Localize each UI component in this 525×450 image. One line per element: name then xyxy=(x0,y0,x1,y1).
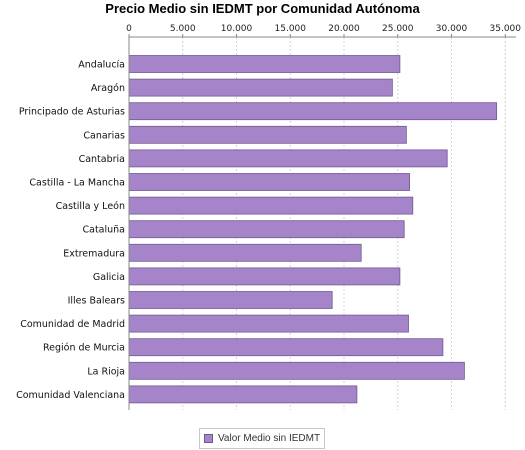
bar xyxy=(129,150,447,167)
legend: Valor Medio sin IEDMT xyxy=(199,428,325,449)
x-tick-label: 15.000 xyxy=(275,24,307,34)
legend-swatch xyxy=(204,434,213,443)
x-axis: 0 5.000 10.000 15.000 20.000 25.000 30.000 35.0… xyxy=(126,24,521,37)
category-label: Castilla y León xyxy=(56,201,125,212)
bar xyxy=(129,315,409,332)
category-label: Aragón xyxy=(91,83,125,94)
bar xyxy=(129,126,406,143)
x-tick-label: 10.000 xyxy=(221,24,253,34)
bar xyxy=(129,339,443,356)
category-label: La Rioja xyxy=(87,366,125,377)
bar xyxy=(129,221,404,238)
bar xyxy=(129,292,332,309)
category-label: Región de Murcia xyxy=(43,343,125,354)
bar xyxy=(129,362,464,379)
category-label: Cataluña xyxy=(82,225,125,236)
category-label: Galicia xyxy=(93,272,125,283)
bar xyxy=(129,103,497,120)
bar xyxy=(129,386,357,403)
x-tick-label: 0 xyxy=(126,24,132,34)
category-label: Extremadura xyxy=(63,248,125,259)
bar xyxy=(129,56,400,73)
x-tick-label: 25.000 xyxy=(382,24,414,34)
x-tick-label: 35.000 xyxy=(490,24,522,34)
category-label: Comunidad de Madrid xyxy=(20,319,125,330)
category-label: Illes Balears xyxy=(68,296,125,307)
bar xyxy=(129,197,413,214)
bar xyxy=(129,244,361,261)
bar xyxy=(129,79,392,96)
bar xyxy=(129,174,410,191)
category-label: Andalucía xyxy=(78,60,125,71)
x-tick-label: 20.000 xyxy=(328,24,360,34)
x-tick-label: 5.000 xyxy=(170,24,196,34)
category-label: Comunidad Valenciana xyxy=(16,390,125,401)
category-label: Canarias xyxy=(83,130,125,141)
category-label: Principado de Asturias xyxy=(19,107,125,118)
legend-label: Valor Medio sin IEDMT xyxy=(218,433,320,444)
bar xyxy=(129,268,400,285)
x-tick-label: 30.000 xyxy=(436,24,468,34)
category-label: Castilla - La Mancha xyxy=(29,178,125,189)
category-label: Cantabria xyxy=(79,154,125,165)
category-labels: Andalucía Aragón Principado de Asturias Can… xyxy=(16,60,125,401)
